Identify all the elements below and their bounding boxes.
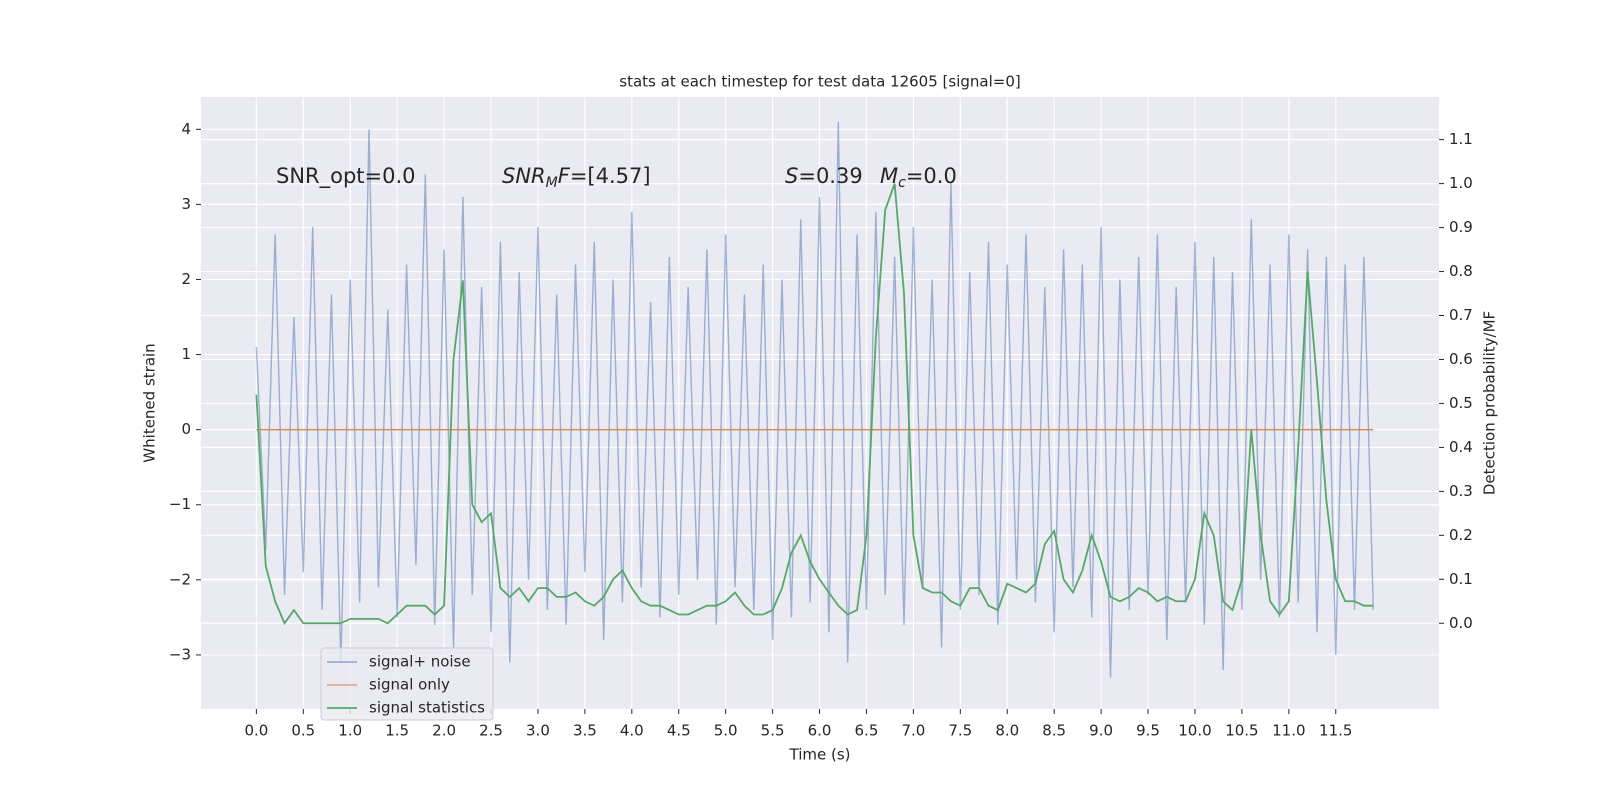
y-tick-label: 4 <box>181 120 191 138</box>
x-tick-label: 5.5 <box>761 722 785 740</box>
y2-tick-label: 0.4 <box>1449 438 1473 456</box>
y2-tick-label: 1.1 <box>1449 130 1473 148</box>
x-tick-label: 3.5 <box>573 722 597 740</box>
x-tick-label: 11.5 <box>1319 722 1352 740</box>
annotation: SNRMF=[4.57] <box>502 164 651 191</box>
annotation: SNR_opt=0.0 <box>276 164 416 189</box>
y2-tick-label: 0.6 <box>1449 350 1473 368</box>
series-line <box>255 121 1374 678</box>
y2-axis-label: Detection probability/MF <box>1481 311 1499 495</box>
y2-tick-label: 0.9 <box>1449 218 1473 236</box>
annotation-part: S <box>785 164 798 188</box>
annotation: S=0.39 <box>785 164 863 188</box>
x-tick-label: 4.0 <box>620 722 644 740</box>
x-tick-label: 10.5 <box>1225 722 1258 740</box>
y2-tick-label: 0.1 <box>1449 570 1473 588</box>
annotation-part: M <box>546 175 558 191</box>
legend-label: signal statistics <box>369 699 485 717</box>
annotation-part: M <box>880 164 898 188</box>
x-tick-label: 6.0 <box>808 722 832 740</box>
legend-label: signal only <box>369 676 450 694</box>
y2-tick-label: 0.5 <box>1449 394 1473 412</box>
x-tick-label: 11.0 <box>1272 722 1305 740</box>
x-axis-label: Time (s) <box>789 746 851 764</box>
y2-tick-label: 0.7 <box>1449 306 1473 324</box>
x-tick-label: 8.0 <box>995 722 1019 740</box>
y2-tick-label: 0.8 <box>1449 262 1473 280</box>
series-line <box>255 183 1374 626</box>
x-tick-label: 1.0 <box>338 722 362 740</box>
y-tick-label: 3 <box>181 195 191 213</box>
x-tick-label: 9.5 <box>1136 722 1160 740</box>
y-tick-label: 0 <box>181 420 191 438</box>
x-tick-label: 6.5 <box>855 722 879 740</box>
annotation-part: =[4.57] <box>570 164 651 188</box>
annotation-part: =0.0 <box>906 164 957 188</box>
x-tick-label: 8.5 <box>1042 722 1066 740</box>
y-axis-label: Whitened strain <box>141 343 159 462</box>
x-tick-label: 7.0 <box>901 722 925 740</box>
y-tick-label: −2 <box>169 570 191 588</box>
x-tick-label: 9.0 <box>1089 722 1113 740</box>
annotation-part: SNR_opt=0.0 <box>276 164 416 189</box>
x-tick-label: 10.0 <box>1178 722 1211 740</box>
y-tick-label: 1 <box>181 345 191 363</box>
annotation: Mc=0.0 <box>880 164 957 191</box>
x-tick-label: 2.0 <box>432 722 456 740</box>
annotation-part: F <box>558 164 571 188</box>
x-tick-label: 4.5 <box>667 722 691 740</box>
annotation-part: SNR <box>502 164 546 188</box>
annotation-part: c <box>898 175 906 191</box>
x-tick-label: 7.5 <box>948 722 972 740</box>
y2-tick-label: 1.0 <box>1449 174 1473 192</box>
y2-tick-label: 0.0 <box>1449 614 1473 632</box>
x-tick-label: 3.0 <box>526 722 550 740</box>
x-tick-label: 1.5 <box>385 722 409 740</box>
chart-title: stats at each timestep for test data 126… <box>619 73 1020 91</box>
x-tick-label: 0.0 <box>244 722 268 740</box>
x-tick-label: 0.5 <box>291 722 315 740</box>
annotation-part: =0.39 <box>798 164 862 188</box>
y-tick-label: −3 <box>169 645 191 663</box>
legend-box <box>320 647 494 721</box>
y2-tick-label: 0.2 <box>1449 526 1473 544</box>
x-tick-label: 5.0 <box>714 722 738 740</box>
y2-tick-label: 0.3 <box>1449 482 1473 500</box>
x-tick-label: 2.5 <box>479 722 503 740</box>
y-tick-label: −1 <box>169 495 191 513</box>
legend-label: signal+ noise <box>369 653 471 671</box>
y-tick-label: 2 <box>181 270 191 288</box>
